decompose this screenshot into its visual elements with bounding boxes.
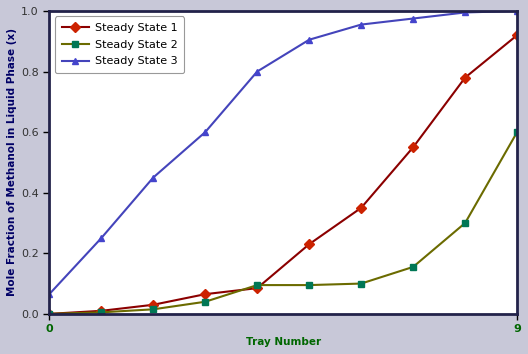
- Steady State 3: [306, 38, 313, 42]
- Steady State 2: [98, 310, 105, 314]
- Steady State 3: [46, 292, 52, 296]
- Steady State 1: [98, 309, 105, 313]
- Line: Steady State 1: Steady State 1: [46, 32, 521, 317]
- Steady State 3: [462, 10, 468, 15]
- Line: Steady State 3: Steady State 3: [46, 7, 521, 298]
- Steady State 2: [514, 130, 520, 134]
- Steady State 2: [150, 307, 156, 312]
- Steady State 1: [150, 303, 156, 307]
- Steady State 1: [514, 33, 520, 37]
- Steady State 3: [98, 236, 105, 240]
- Steady State 2: [254, 283, 260, 287]
- Steady State 2: [410, 265, 416, 269]
- Steady State 3: [358, 22, 364, 27]
- Steady State 3: [514, 9, 520, 13]
- Steady State 2: [46, 312, 52, 316]
- X-axis label: Tray Number: Tray Number: [246, 337, 321, 347]
- Steady State 2: [462, 221, 468, 225]
- Steady State 1: [306, 242, 313, 246]
- Steady State 2: [202, 299, 209, 304]
- Steady State 1: [46, 312, 52, 316]
- Steady State 1: [410, 145, 416, 149]
- Steady State 3: [254, 69, 260, 74]
- Steady State 3: [150, 176, 156, 180]
- Steady State 1: [254, 286, 260, 290]
- Line: Steady State 2: Steady State 2: [46, 129, 521, 317]
- Y-axis label: Mole Fraction of Methanol in Liquid Phase (x): Mole Fraction of Methanol in Liquid Phas…: [7, 28, 17, 296]
- Steady State 1: [202, 292, 209, 296]
- Steady State 1: [462, 75, 468, 80]
- Steady State 1: [358, 206, 364, 210]
- Steady State 3: [202, 130, 209, 134]
- Steady State 3: [410, 16, 416, 21]
- Steady State 2: [358, 281, 364, 286]
- Steady State 2: [306, 283, 313, 287]
- Legend: Steady State 1, Steady State 2, Steady State 3: Steady State 1, Steady State 2, Steady S…: [55, 17, 184, 73]
